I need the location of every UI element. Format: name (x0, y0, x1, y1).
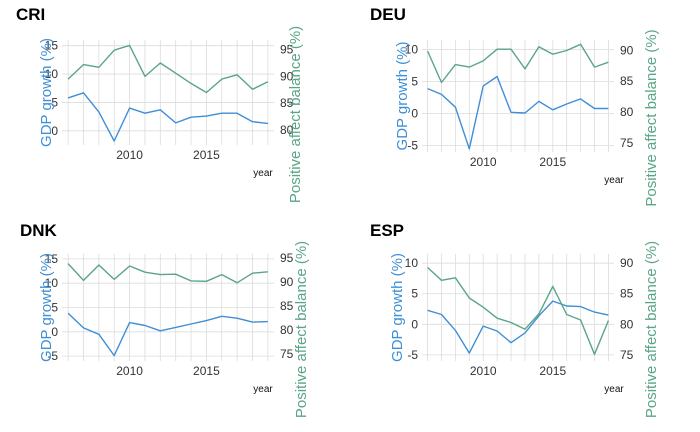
panel-dnk: -5 0 5 10 15 75 80 85 90 95 2010 2015 DNK GDP growth … (20, 221, 310, 418)
y-right-tick-label: 80 (280, 123, 294, 137)
y-right-tick-label: 80 (620, 317, 634, 331)
panel-title: DNK (20, 221, 58, 240)
x-tick-label: 2015 (539, 364, 566, 378)
y-left-tick-label: 15 (45, 252, 59, 266)
y-left-tick-label: 0 (411, 107, 418, 121)
x-tick-label: 2015 (539, 155, 566, 169)
gdp-growth-line (427, 75, 609, 150)
x-tick-label: 2010 (470, 155, 497, 169)
y-left-tick-label: 10 (45, 67, 59, 81)
panel-cri: 0 5 10 15 80 85 90 95 2010 2015 CRI GDP growth (%) P… (16, 5, 304, 203)
y-right-tick-label: 85 (620, 74, 634, 88)
x-tick-label: 2010 (116, 364, 143, 378)
positive-affect-line (426, 43, 609, 84)
gdp-growth-line (67, 312, 268, 357)
y-left-tick-label: -5 (47, 349, 58, 363)
panel-title: CRI (16, 5, 45, 24)
y-right-tick-label: 95 (280, 251, 294, 265)
y-left-tick-label: 10 (405, 43, 419, 57)
y-right-tick-label: 75 (280, 347, 294, 361)
panel-title: ESP (370, 221, 404, 240)
y-right-tick-label: 90 (620, 43, 634, 57)
x-tick-label: 2015 (193, 364, 220, 378)
y-right-tick-label: 85 (280, 299, 294, 313)
y-right-tick-label: 85 (620, 287, 634, 301)
y-right-tick-label: 90 (280, 275, 294, 289)
y-left-tick-label: 10 (405, 256, 419, 270)
y-right-tick-label: 95 (280, 43, 294, 57)
x-tick-label: 2010 (116, 148, 143, 162)
x-axis-title: year (253, 384, 273, 395)
y-right-tick-label: 90 (280, 69, 294, 83)
y-left-axis-title: GDP growth (%) (38, 253, 55, 362)
positive-affect-line (67, 44, 269, 94)
positive-affect-line (427, 266, 610, 355)
panel-deu: -5 0 5 10 75 80 85 90 2010 2015 DEU GDP growth (%) P… (370, 5, 660, 207)
gdp-growth-line (67, 92, 268, 142)
y-left-axis-title: GDP growth (%) (38, 38, 55, 147)
x-tick-label: 2010 (470, 364, 497, 378)
y-right-tick-label: 75 (620, 136, 634, 150)
panel-esp: -5 0 5 10 75 80 85 90 2010 2015 ESP GDP growth (%) P… (370, 221, 660, 418)
y-left-tick-label: 0 (411, 317, 418, 331)
y-left-tick-label: 5 (51, 301, 58, 315)
panel-title: DEU (370, 5, 406, 24)
y-left-tick-label: 0 (51, 325, 58, 339)
y-left-tick-label: -5 (407, 348, 418, 362)
x-axis-title: year (604, 175, 624, 186)
y-left-axis-title: GDP growth (%) (389, 253, 406, 362)
x-tick-label: 2015 (193, 148, 220, 162)
y-left-tick-label: 5 (51, 95, 58, 109)
y-right-axis-title: Positive affect balance (%) (643, 241, 660, 418)
y-right-tick-label: 90 (620, 256, 634, 270)
y-right-axis-title: Positive affect balance (%) (287, 26, 304, 203)
y-right-tick-label: 80 (280, 323, 294, 337)
y-left-tick-label: 5 (411, 75, 418, 89)
y-left-tick-label: 5 (411, 287, 418, 301)
gdp-growth-line (427, 300, 609, 354)
y-left-tick-label: 10 (45, 276, 59, 290)
y-right-axis-title: Positive affect balance (%) (643, 29, 660, 206)
y-right-tick-label: 75 (620, 348, 634, 362)
y-right-tick-label: 85 (280, 96, 294, 110)
y-right-tick-label: 80 (620, 105, 634, 119)
x-axis-title: year (604, 384, 624, 395)
y-left-tick-label: 15 (45, 39, 59, 53)
x-axis-title: year (253, 168, 273, 179)
positive-affect-line (67, 263, 268, 284)
y-left-tick-label: -5 (407, 139, 418, 153)
y-left-axis-title: GDP growth (%) (394, 42, 411, 151)
y-right-axis-title: Positive affect balance (%) (293, 241, 310, 418)
y-left-tick-label: 0 (51, 124, 58, 138)
